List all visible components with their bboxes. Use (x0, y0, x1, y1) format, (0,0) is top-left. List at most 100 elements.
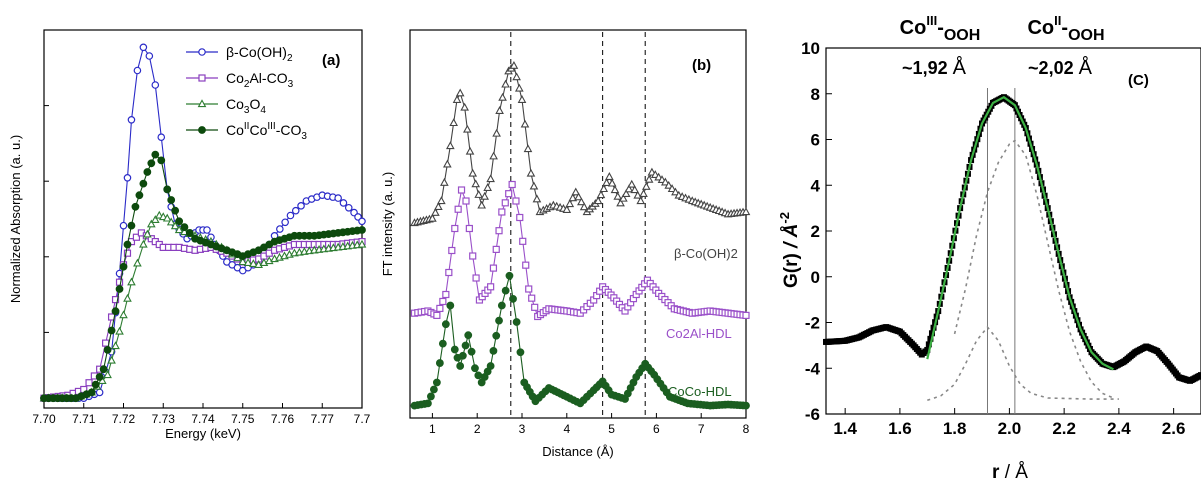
panel-c-component-line (953, 139, 1114, 399)
panel-b-point (574, 192, 583, 201)
panel-b-point (483, 183, 492, 191)
panel-a-point (276, 225, 284, 233)
legend-label: Co2Al-CO3 (226, 70, 294, 90)
panel-b-point (468, 168, 478, 177)
panel-b-point (469, 252, 477, 260)
panel-b-point (474, 190, 484, 198)
panel-b-point (457, 186, 466, 194)
panel-b-series-label: Co2Al-HDL (666, 326, 732, 341)
panel-b-point (489, 264, 498, 272)
panel-a-label: (a) (322, 52, 340, 69)
panel-c-point (925, 341, 932, 348)
panel-a-point (243, 258, 253, 267)
panel-b-series-label: β-Co(OH)2 (674, 246, 738, 261)
panel-b-xtick-label: 6 (653, 422, 660, 436)
panel-b-point (579, 202, 589, 211)
panel-b-xtick-label: 7 (698, 422, 705, 436)
panel-b-point (465, 224, 473, 233)
panel-b-point (498, 92, 507, 101)
panel-a-point (115, 326, 124, 335)
panel-a-point (111, 296, 120, 304)
panel-b-xtick-label: 1 (429, 422, 436, 436)
panel-b-point (446, 301, 455, 310)
panel-b-point (463, 124, 472, 133)
panel-b-point (565, 199, 575, 208)
panel-b-point (451, 224, 459, 233)
panel-c-ytick-label: 2 (811, 222, 820, 241)
panel-b-point (523, 144, 533, 153)
panel-b-point (501, 79, 510, 88)
panel-a-point (344, 203, 353, 212)
legend-label: β-Co(OH)2 (226, 44, 293, 64)
panel-b-point (424, 399, 432, 408)
panel-c-xtick-label: 1.4 (833, 419, 857, 438)
panel-a-ylabel: Normalized Absorption (a. u.) (8, 135, 23, 303)
panel-b-point (433, 311, 441, 319)
panel-a-point (151, 150, 160, 159)
panel-b-point (452, 95, 462, 103)
panel-b-point (495, 316, 503, 325)
panel-b-point (633, 190, 643, 199)
panel-c-xtick-label: 2.2 (1052, 419, 1076, 438)
panel-b-point (624, 184, 634, 193)
panel-a-point (147, 159, 156, 168)
panel-a-point (102, 339, 110, 347)
panel-b-point (445, 268, 453, 277)
panel-a-point (107, 355, 116, 364)
panel-b-series-2 (410, 271, 750, 410)
panel-b-point (486, 174, 495, 183)
panel-b-point (664, 180, 674, 189)
panel-c-xtick-label: 1.8 (943, 419, 967, 438)
panel-a-point (95, 388, 104, 397)
panel-a-point (166, 217, 176, 226)
panel-b-point (508, 180, 516, 189)
panel-b-point (443, 159, 452, 168)
panel-b-point (607, 178, 617, 187)
panel-b-point (497, 301, 506, 310)
panel-b-point (492, 245, 500, 253)
panel-a-point (334, 194, 342, 202)
panel-b-point (445, 141, 455, 150)
panel-b-point (489, 346, 498, 355)
panel-c-annotation-value: ~2,02 Å (1028, 56, 1093, 79)
panel-b-point (427, 392, 435, 401)
panel-a-point (139, 43, 148, 52)
panel-c-annotation-label: CoII-OOH (1027, 13, 1104, 44)
panel-a-point (132, 233, 141, 241)
panel-a-series-1 (40, 229, 366, 402)
panel-b-point (525, 285, 533, 293)
panel-c-label: (C) (1128, 72, 1149, 89)
panel-c-ytick-label: 6 (811, 131, 820, 150)
panel-b-point (514, 83, 524, 92)
legend-label: CoIICoIII-CO3 (226, 121, 307, 142)
panel-b-point (501, 286, 510, 295)
panel-b-point (509, 60, 519, 69)
panel-b-point (516, 213, 524, 222)
panel-b-point (440, 177, 449, 186)
panel-b-point (455, 88, 465, 97)
panel-b-point (571, 187, 581, 196)
panel-b-point (517, 95, 527, 103)
panel-a-point (123, 249, 132, 257)
panel-a-xtick-label: 7.74 (191, 412, 215, 426)
panel-b-point (501, 199, 509, 207)
panel-b-point (512, 197, 520, 205)
panel-b-point (477, 200, 487, 209)
panel-a-xtick-label: 7.70 (32, 412, 56, 426)
panel-b-point (439, 297, 447, 306)
panel-a-point (339, 199, 348, 207)
panel-a-point (157, 133, 166, 142)
panel-a-xtick-label: 7.75 (231, 412, 255, 426)
panel-a-point (358, 217, 366, 226)
panel-c: 1.4 1.6 1.8 2.0 2.2 2.4 2.6 -6 -4 -2 0 2 4 6 8 10 (C) C… (777, 13, 1201, 483)
panel-b-point (641, 181, 651, 190)
panel-c-data-series (823, 94, 1201, 384)
panel-b-point (621, 189, 631, 197)
legend-marker (198, 74, 206, 82)
panel-b-point (454, 205, 462, 213)
panel-b-xtick-label: 4 (563, 422, 570, 436)
panel-b-point (529, 181, 539, 190)
panel-b-point (441, 320, 450, 329)
panel-a-point (87, 388, 96, 397)
panel-b-point (462, 197, 470, 205)
